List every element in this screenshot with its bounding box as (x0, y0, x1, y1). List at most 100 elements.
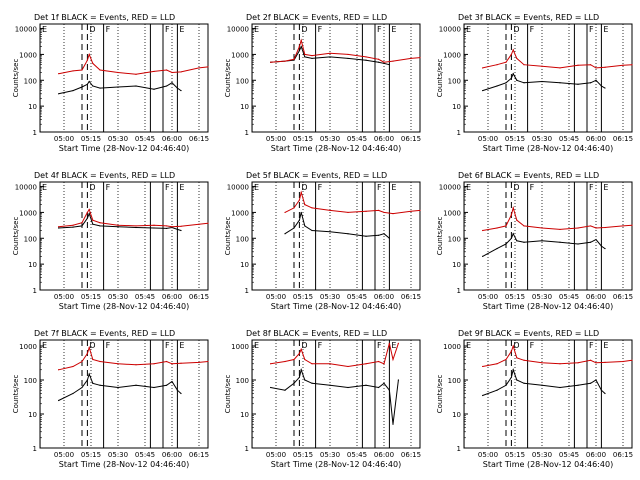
data-point (81, 86, 83, 88)
series-line-events (284, 212, 390, 239)
x-tick-label: 05:45 (347, 135, 367, 143)
x-tick-label: 05:00 (478, 451, 498, 459)
data-point (58, 73, 60, 75)
y-tick-label: 1 (245, 445, 249, 453)
x-tick-label: 05:15 (81, 135, 101, 143)
plot-frame (39, 181, 209, 291)
data-point (505, 243, 507, 245)
data-point (88, 80, 90, 83)
data-point (58, 227, 60, 229)
x-tick-label: 05:00 (266, 451, 286, 459)
y-tick-label: 100 (24, 377, 37, 385)
data-point (541, 384, 543, 386)
y-tick-label: 1 (457, 445, 461, 453)
data-point (482, 67, 484, 69)
x-tick-label: 05:30 (108, 451, 128, 459)
data-point (176, 228, 178, 231)
data-point (590, 382, 592, 384)
y-tick-label: 100 (24, 235, 37, 243)
data-point (176, 389, 178, 391)
y-axis-label: Counts/sec (12, 375, 20, 414)
series-line-lld (58, 52, 209, 75)
event-marker-label: F (165, 183, 170, 192)
y-tick-label: 100 (236, 377, 249, 385)
x-tick-label: 05:00 (54, 293, 74, 301)
series-line-lld (58, 345, 209, 371)
data-point (135, 226, 137, 229)
x-tick-label: 06:00 (374, 135, 394, 143)
x-axis-label: Start Time (28-Nov-12 04:46:40) (271, 144, 401, 153)
data-point (99, 222, 101, 224)
data-point (207, 66, 209, 68)
event-marker-label: E (391, 25, 396, 34)
y-tick-label: 1 (33, 445, 37, 453)
data-point (523, 225, 525, 227)
data-point (171, 226, 173, 229)
data-point (298, 352, 300, 355)
data-point (383, 363, 385, 365)
y-tick-label: 1000 (19, 343, 37, 351)
data-point (293, 382, 295, 384)
plot-title: Det 4f BLACK = Events, RED = LLD (34, 171, 175, 180)
plot-frame (251, 181, 421, 291)
plot-title: Det 7f BLACK = Events, RED = LLD (34, 329, 175, 338)
data-point (86, 352, 88, 355)
data-point (512, 369, 514, 371)
plot-panel-5: Det 5f BLACK = Events, RED = LLD 05:00 05:… (224, 171, 421, 311)
data-point (72, 392, 74, 395)
x-tick-label: 06:15 (401, 451, 421, 459)
data-point (88, 373, 90, 375)
x-tick-label: 05:45 (135, 135, 155, 143)
data-point (298, 199, 300, 201)
x-tick-label: 06:00 (162, 135, 182, 143)
x-tick-label: 05:30 (320, 135, 340, 143)
data-point (58, 226, 60, 228)
data-point (604, 361, 606, 363)
y-tick-label: 1000 (443, 343, 461, 351)
data-point (516, 240, 518, 242)
series-line-lld (284, 190, 421, 215)
y-tick-label: 100 (448, 77, 461, 85)
data-point (510, 53, 512, 56)
x-tick-label: 05:45 (347, 451, 367, 459)
data-point (117, 363, 119, 365)
data-point (516, 57, 518, 60)
plot-title: Det 8f BLACK = Events, RED = LLD (246, 329, 387, 338)
event-marker-label: F (530, 25, 535, 34)
x-axis-label: Start Time (28-Nov-12 04:46:40) (59, 302, 189, 311)
data-point (482, 394, 484, 397)
data-point (293, 227, 295, 229)
data-point (388, 389, 390, 391)
data-point (166, 69, 168, 71)
y-axis-label: Counts/sec (12, 59, 20, 98)
data-point (523, 359, 525, 361)
data-point (153, 227, 155, 229)
plot-frame (39, 23, 209, 133)
data-point (512, 233, 514, 235)
data-point (365, 384, 367, 386)
data-point (590, 64, 592, 66)
x-tick-label: 06:15 (613, 135, 633, 143)
data-point (92, 85, 94, 87)
data-point (81, 360, 83, 363)
x-tick-label: 05:00 (266, 293, 286, 301)
data-point (505, 358, 507, 361)
x-tick-label: 05:45 (135, 293, 155, 301)
event-marker-label: F (377, 25, 382, 34)
data-point (378, 386, 380, 389)
x-axis-label: Start Time (28-Nov-12 04:46:40) (271, 302, 401, 311)
x-tick-label: 05:00 (54, 135, 74, 143)
x-tick-label: 05:30 (320, 451, 340, 459)
event-marker-label: D (301, 341, 307, 350)
data-point (600, 85, 603, 87)
data-point (300, 39, 302, 41)
data-point (180, 362, 182, 364)
data-point (198, 361, 200, 363)
data-point (600, 389, 603, 391)
y-tick-label: 1 (457, 287, 461, 295)
data-point (410, 57, 412, 60)
data-point (510, 77, 512, 79)
data-point (329, 384, 331, 386)
data-point (347, 53, 349, 56)
data-point (117, 86, 119, 88)
